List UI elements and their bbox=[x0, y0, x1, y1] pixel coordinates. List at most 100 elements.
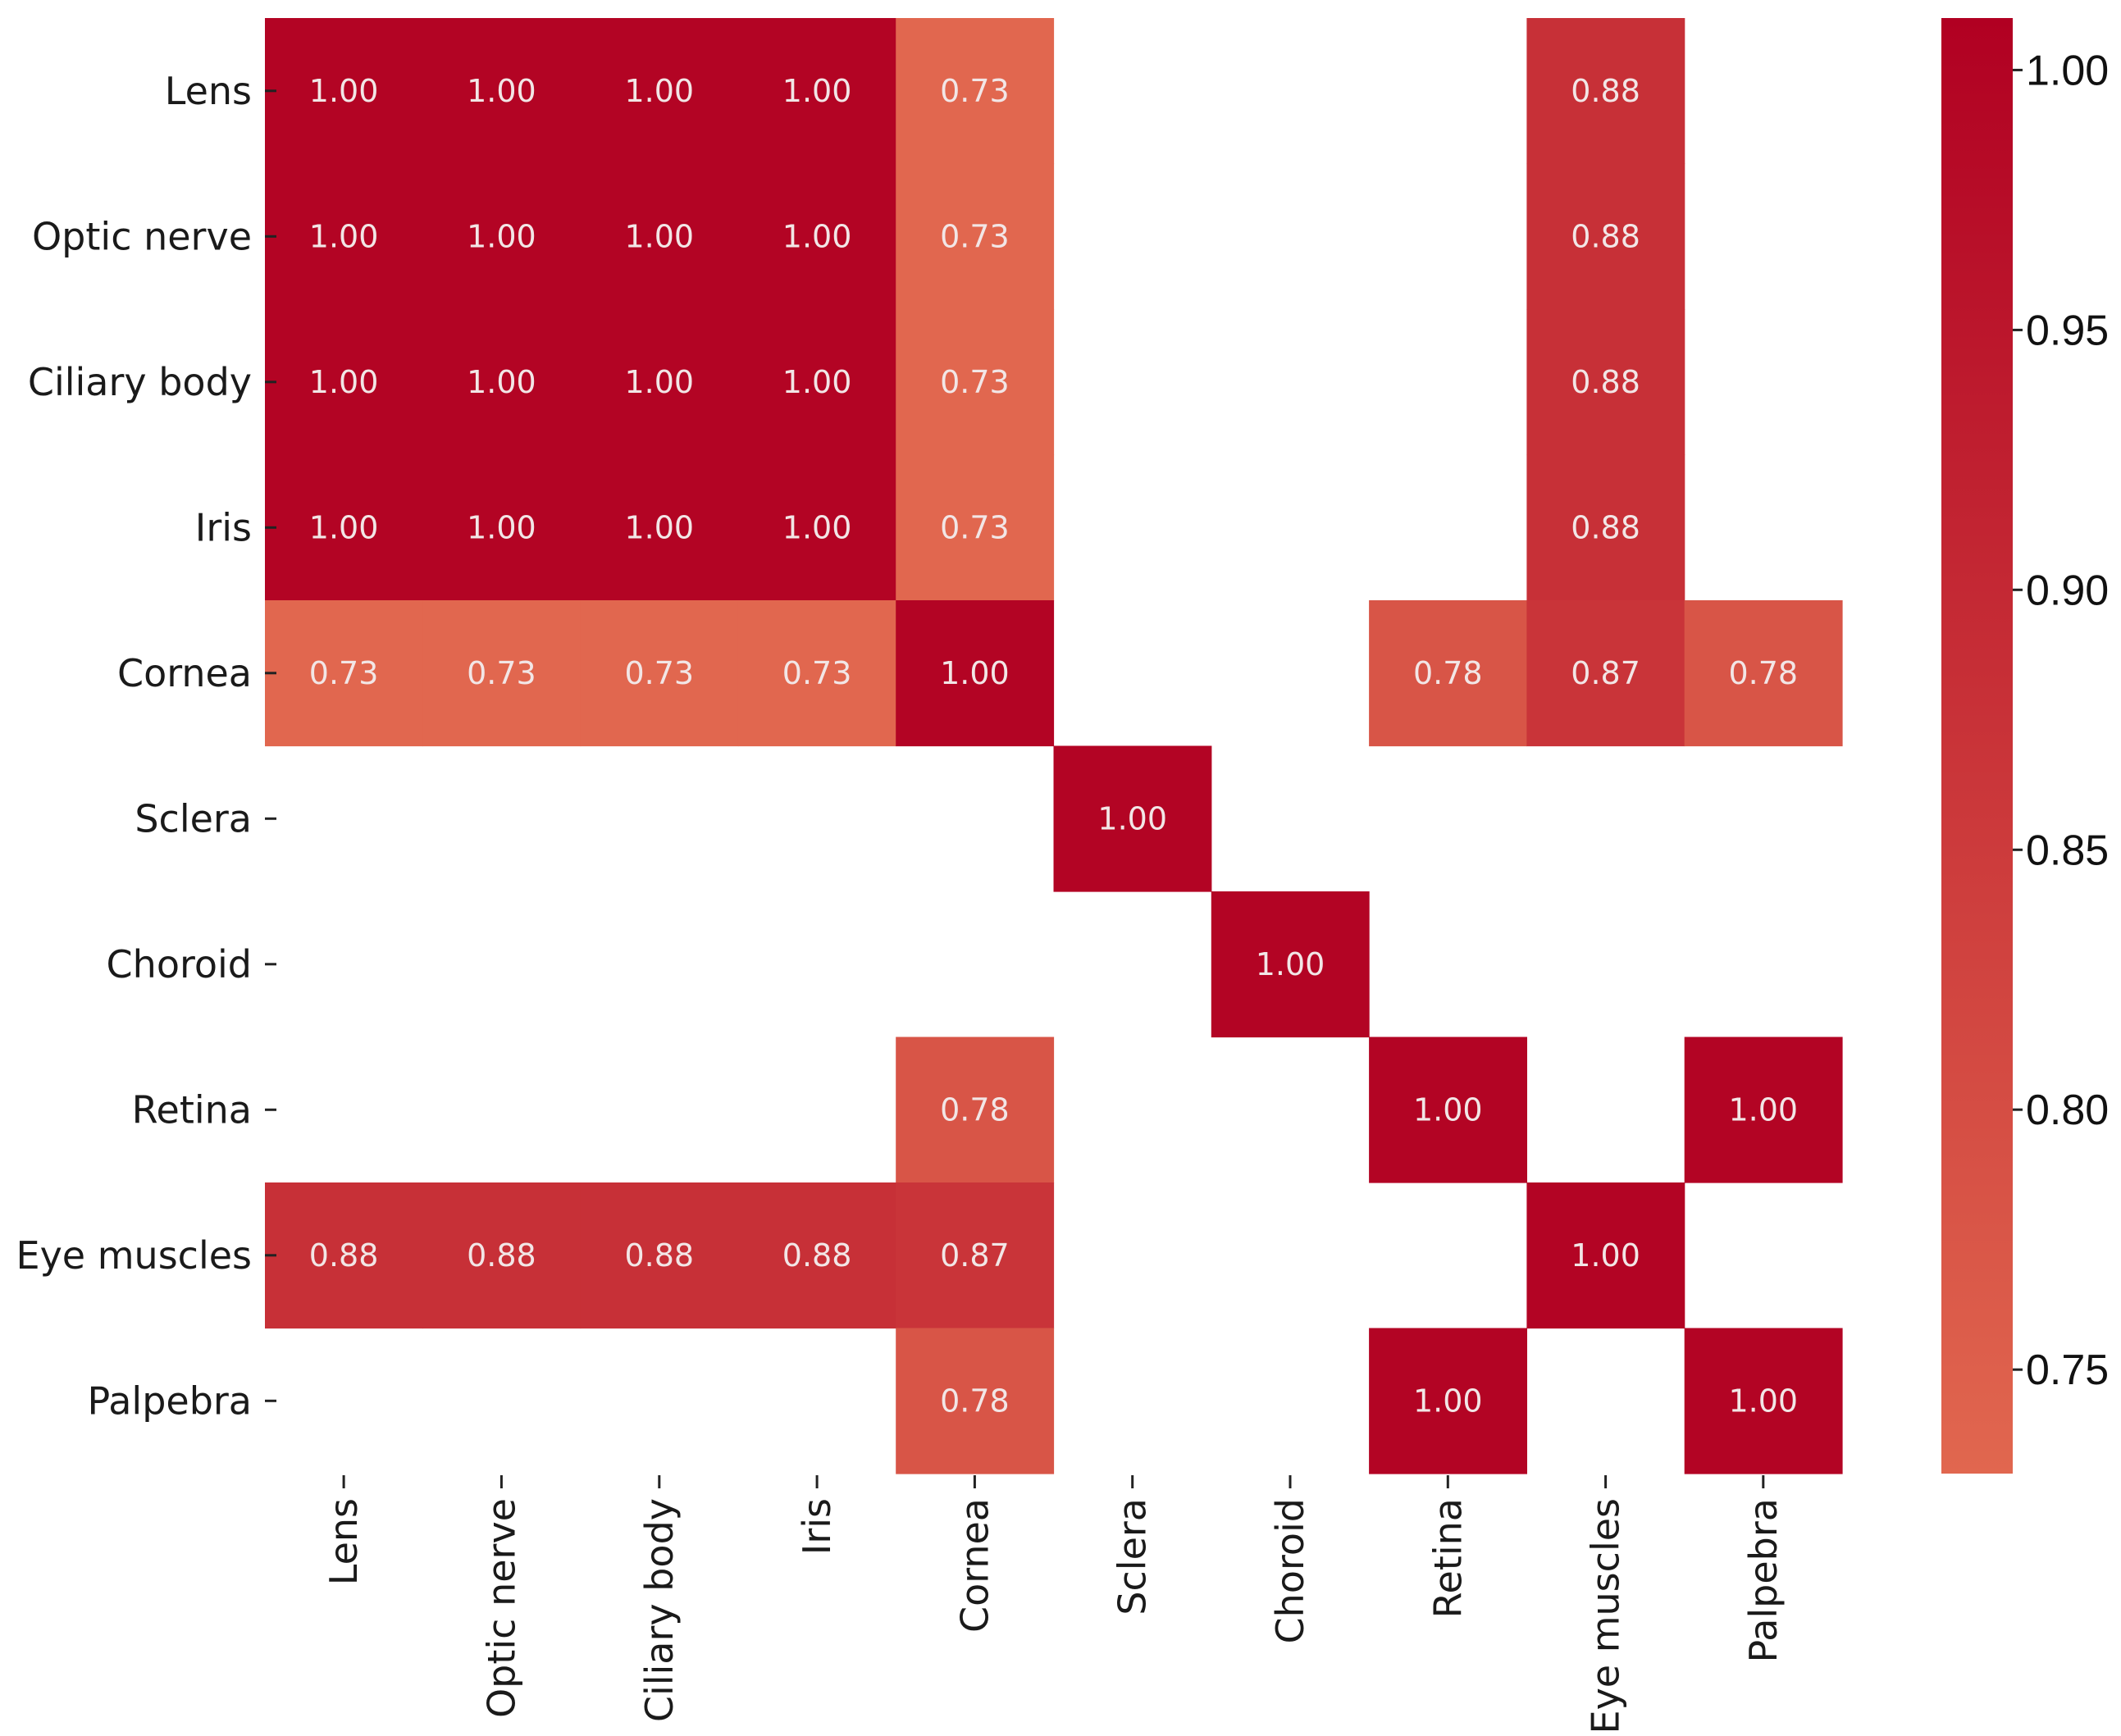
heatmap-cell-iris-lens bbox=[265, 454, 423, 601]
col-label-optic-nerve: Optic nerve bbox=[479, 1498, 523, 1718]
col-label-retina: Retina bbox=[1425, 1498, 1470, 1618]
heatmap-cell-lens-iris bbox=[737, 18, 896, 165]
heatmap-cell-iris-iris bbox=[737, 454, 896, 601]
row-label-lens: Lens bbox=[165, 69, 252, 113]
cell-value-eye-muscles-optic-nerve: 0.88 bbox=[467, 1237, 536, 1274]
heatmap-cell-iris-cornea bbox=[896, 454, 1055, 601]
col-label-choroid: Choroid bbox=[1268, 1498, 1312, 1643]
heatmap-cell-ciliary-body-optic-nerve bbox=[422, 309, 582, 456]
colorbar-tick-label-4: 0.95 bbox=[2026, 307, 2109, 354]
cell-value-lens-ciliary-body: 1.00 bbox=[624, 73, 694, 109]
cell-value-iris-ciliary-body: 1.00 bbox=[624, 509, 694, 545]
col-label-iris: Iris bbox=[795, 1498, 839, 1555]
heatmap-cell-palpebra-retina bbox=[1369, 1328, 1527, 1474]
cell-value-choroid-choroid: 1.00 bbox=[1256, 946, 1325, 982]
heatmap-cell-values: 1.00 1.00 1.00 1.00 0.73 0.88 1.00 1.00 1.00 1.00… bbox=[309, 73, 1798, 1419]
heatmap-cell-ciliary-body-lens bbox=[265, 309, 423, 456]
heatmap-cell-iris-ciliary-body bbox=[580, 454, 739, 601]
heatmap-cell-eye-muscles-lens bbox=[265, 1182, 423, 1329]
heatmap-cell-sclera-sclera bbox=[1053, 745, 1212, 892]
cell-value-palpebra-cornea: 0.78 bbox=[940, 1383, 1010, 1419]
cell-value-lens-iris: 1.00 bbox=[782, 73, 852, 109]
heatmap-cell-optic-nerve-optic-nerve bbox=[422, 163, 582, 310]
heatmap-cell-optic-nerve-cornea bbox=[896, 163, 1055, 310]
cell-value-ciliary-body-lens: 1.00 bbox=[309, 364, 379, 400]
heatmap-cell-optic-nerve-eye-muscles bbox=[1526, 163, 1685, 310]
heatmap-cell-lens-lens bbox=[265, 18, 423, 165]
col-label-lens: Lens bbox=[322, 1498, 366, 1585]
heatmap-cell-cornea-optic-nerve bbox=[422, 600, 582, 747]
heatmap-cell-iris-eye-muscles bbox=[1526, 454, 1685, 601]
cell-value-retina-cornea: 0.78 bbox=[940, 1091, 1010, 1128]
heatmap-cell-optic-nerve-iris bbox=[737, 163, 896, 310]
heatmap-cell-optic-nerve-lens bbox=[265, 163, 423, 310]
heatmap-cell-retina-palpebra bbox=[1684, 1037, 1843, 1183]
row-labels: Lens Optic nerve Ciliary body Iris Cornea Scl… bbox=[16, 69, 276, 1423]
cell-value-iris-iris: 1.00 bbox=[782, 509, 852, 545]
colorbar-tick-label-5: 1.00 bbox=[2026, 47, 2109, 94]
col-label-sclera: Sclera bbox=[1111, 1498, 1155, 1615]
colorbar: 0.75 0.80 0.85 0.90 0.95 1.00 bbox=[1941, 18, 2109, 1474]
row-label-cornea: Cornea bbox=[117, 651, 252, 695]
col-label-eye-muscles: Eye muscles bbox=[1584, 1498, 1628, 1734]
cell-value-eye-muscles-eye-muscles: 1.00 bbox=[1571, 1237, 1640, 1274]
heatmap-cell-eye-muscles-ciliary-body bbox=[580, 1182, 739, 1329]
heatmap-cell-palpebra-cornea bbox=[896, 1328, 1055, 1474]
heatmap-cell-ciliary-body-cornea bbox=[896, 309, 1055, 456]
cell-value-cornea-palpebra: 0.78 bbox=[1728, 655, 1798, 691]
row-label-retina: Retina bbox=[132, 1087, 252, 1132]
cell-value-iris-lens: 1.00 bbox=[309, 509, 379, 545]
cell-value-lens-cornea: 0.73 bbox=[940, 73, 1010, 109]
cell-value-retina-palpebra: 1.00 bbox=[1728, 1091, 1798, 1128]
heatmap-cell-eye-muscles-optic-nerve bbox=[422, 1182, 582, 1329]
cell-value-retina-retina: 1.00 bbox=[1413, 1091, 1483, 1128]
cell-value-optic-nerve-ciliary-body: 1.00 bbox=[624, 218, 694, 254]
row-label-palpebra: Palpebra bbox=[88, 1378, 252, 1423]
heatmap-cell-palpebra-palpebra bbox=[1684, 1328, 1843, 1474]
cell-value-optic-nerve-iris: 1.00 bbox=[782, 218, 852, 254]
cell-value-optic-nerve-lens: 1.00 bbox=[309, 218, 379, 254]
column-labels: Lens Optic nerve Ciliary body Iris Cornea Scl… bbox=[322, 1475, 1786, 1734]
cell-value-cornea-iris: 0.73 bbox=[782, 655, 852, 691]
cell-value-cornea-optic-nerve: 0.73 bbox=[467, 655, 536, 691]
heatmap-cell-cornea-palpebra bbox=[1684, 600, 1843, 747]
cell-value-optic-nerve-eye-muscles: 0.88 bbox=[1571, 218, 1640, 254]
cell-value-lens-lens: 1.00 bbox=[309, 73, 379, 109]
heatmap-cell-ciliary-body-iris bbox=[737, 309, 896, 456]
cell-value-iris-optic-nerve: 1.00 bbox=[467, 509, 536, 545]
cell-value-eye-muscles-lens: 0.88 bbox=[309, 1237, 379, 1274]
heatmap-cells bbox=[265, 18, 1843, 1474]
heatmap-cell-retina-cornea bbox=[896, 1037, 1055, 1183]
heatmap-cell-lens-ciliary-body bbox=[580, 18, 739, 165]
heatmap-cell-choroid-choroid bbox=[1211, 891, 1370, 1038]
row-label-optic-nerve: Optic nerve bbox=[32, 214, 252, 258]
row-label-iris: Iris bbox=[195, 505, 252, 549]
row-label-choroid: Choroid bbox=[107, 942, 252, 986]
heatmap-cell-cornea-eye-muscles bbox=[1526, 600, 1685, 747]
cell-value-ciliary-body-cornea: 0.73 bbox=[940, 364, 1010, 400]
cell-value-eye-muscles-cornea: 0.87 bbox=[940, 1237, 1010, 1274]
heatmap-cell-lens-eye-muscles bbox=[1526, 18, 1685, 165]
cell-value-palpebra-palpebra: 1.00 bbox=[1728, 1383, 1798, 1419]
colorbar-tick-label-2: 0.85 bbox=[2026, 827, 2109, 874]
heatmap-cell-cornea-lens bbox=[265, 600, 423, 747]
heatmap-cell-lens-cornea bbox=[896, 18, 1055, 165]
colorbar-tick-label-0: 0.75 bbox=[2026, 1346, 2109, 1394]
heatmap-cell-eye-muscles-iris bbox=[737, 1182, 896, 1329]
cell-value-lens-optic-nerve: 1.00 bbox=[467, 73, 536, 109]
heatmap-cell-cornea-cornea bbox=[896, 600, 1055, 747]
col-label-ciliary-body: Ciliary body bbox=[637, 1498, 682, 1722]
heatmap-cell-optic-nerve-ciliary-body bbox=[580, 163, 739, 310]
cell-value-lens-eye-muscles: 0.88 bbox=[1571, 73, 1640, 109]
cell-value-cornea-cornea: 1.00 bbox=[940, 655, 1010, 691]
heatmap-cell-ciliary-body-eye-muscles bbox=[1526, 309, 1685, 456]
colorbar-tick-label-3: 0.90 bbox=[2026, 567, 2109, 614]
cell-value-iris-eye-muscles: 0.88 bbox=[1571, 509, 1640, 545]
cell-value-eye-muscles-ciliary-body: 0.88 bbox=[624, 1237, 694, 1274]
cell-value-cornea-lens: 0.73 bbox=[309, 655, 379, 691]
cell-value-cornea-eye-muscles: 0.87 bbox=[1571, 655, 1640, 691]
heatmap-cell-cornea-ciliary-body bbox=[580, 600, 739, 747]
colorbar-tick-label-1: 0.80 bbox=[2026, 1087, 2109, 1134]
colorbar-gradient bbox=[1941, 18, 2013, 1474]
